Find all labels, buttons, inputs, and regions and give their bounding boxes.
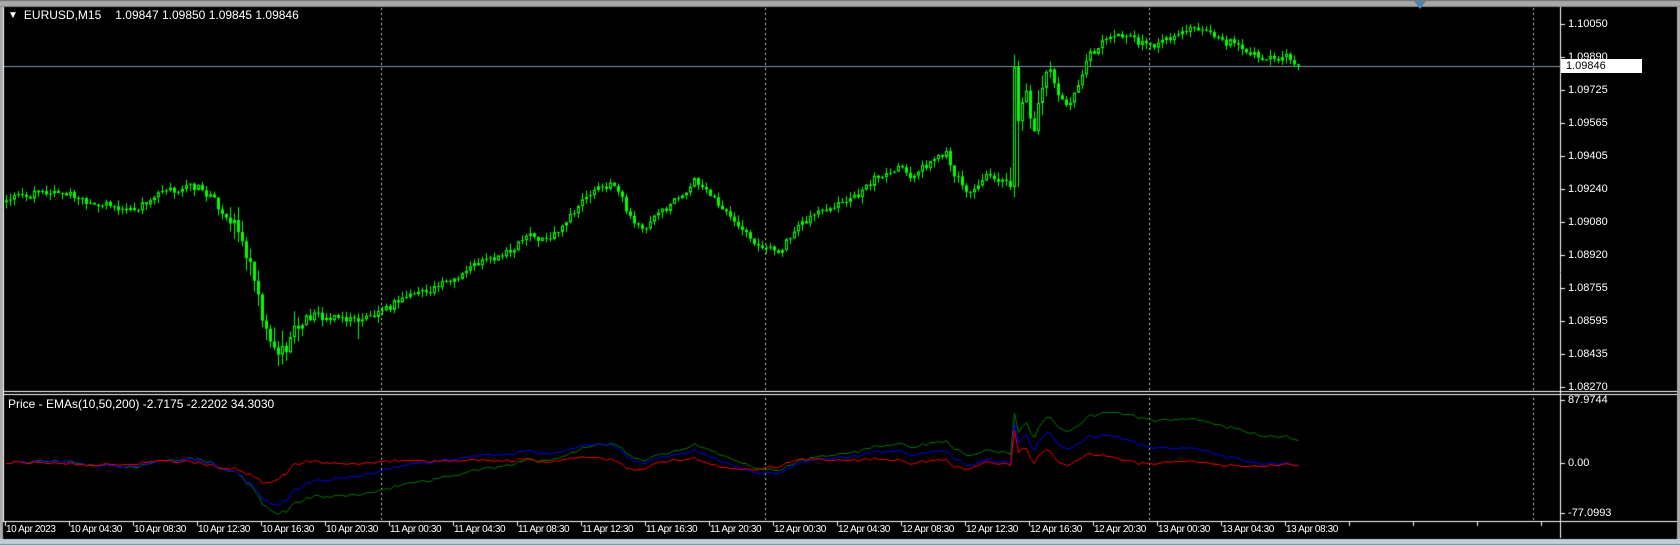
time-label: 10 Apr 08:30 xyxy=(134,524,186,535)
time-label: 10 Apr 2023 xyxy=(6,524,56,535)
time-label: 12 Apr 16:30 xyxy=(1030,524,1082,535)
time-label: 11 Apr 20:30 xyxy=(710,524,762,535)
price-tick-label: 1.08595 xyxy=(1568,315,1608,327)
price-tick-label: 1.08920 xyxy=(1568,249,1608,261)
time-label: 11 Apr 00:30 xyxy=(390,524,442,535)
current-price-box: 1.09846 xyxy=(1561,59,1642,73)
time-label: 10 Apr 12:30 xyxy=(198,524,250,535)
chart-title: ▼ EURUSD,M15 1.09847 1.09850 1.09845 1.098… xyxy=(8,8,299,22)
time-label: 12 Apr 04:30 xyxy=(838,524,890,535)
time-label: 13 Apr 08:30 xyxy=(1286,524,1338,535)
price-tick-label: 1.09890 xyxy=(1568,51,1608,63)
time-label: 11 Apr 16:30 xyxy=(646,524,698,535)
time-label: 13 Apr 04:30 xyxy=(1222,524,1274,535)
time-label: 10 Apr 16:30 xyxy=(262,524,314,535)
time-label: 12 Apr 08:30 xyxy=(902,524,954,535)
indicator-label: Price - EMAs(10,50,200) -2.7175 -2.2202 … xyxy=(8,397,275,411)
price-tick-label: 1.08270 xyxy=(1568,381,1608,393)
time-label: 11 Apr 12:30 xyxy=(582,524,634,535)
time-label: 10 Apr 04:30 xyxy=(70,524,122,535)
indicator-axis-label: 87.9744 xyxy=(1568,394,1608,406)
price-tick-label: 1.08755 xyxy=(1568,282,1608,294)
indicator-axis-label: -77.0993 xyxy=(1568,507,1612,519)
price-tick-label: 1.09565 xyxy=(1568,117,1608,129)
time-label: 12 Apr 00:30 xyxy=(774,524,826,535)
chart-shift-marker-icon[interactable] xyxy=(1414,1,1426,9)
time-label: 13 Apr 00:30 xyxy=(1158,524,1210,535)
price-tick-label: 1.10050 xyxy=(1568,18,1608,30)
time-label: 12 Apr 12:30 xyxy=(966,524,1018,535)
time-label: 12 Apr 20:30 xyxy=(1094,524,1146,535)
time-label: 11 Apr 08:30 xyxy=(518,524,570,535)
price-tick-label: 1.09240 xyxy=(1568,183,1608,195)
time-label: 10 Apr 20:30 xyxy=(326,524,378,535)
symbol-dropdown-icon[interactable]: ▼ xyxy=(8,10,18,21)
price-tick-label: 1.09725 xyxy=(1568,84,1608,96)
price-tick-label: 1.08435 xyxy=(1568,348,1608,360)
time-label: 11 Apr 04:30 xyxy=(454,524,506,535)
price-tick-label: 1.09405 xyxy=(1568,150,1608,162)
price-tick-label: 1.09080 xyxy=(1568,216,1608,228)
indicator-axis-label: 0.00 xyxy=(1568,457,1590,469)
ohlc-quote-label: 1.09847 1.09850 1.09845 1.09846 xyxy=(115,8,299,22)
symbol-timeframe-label: EURUSD,M15 xyxy=(23,8,102,22)
